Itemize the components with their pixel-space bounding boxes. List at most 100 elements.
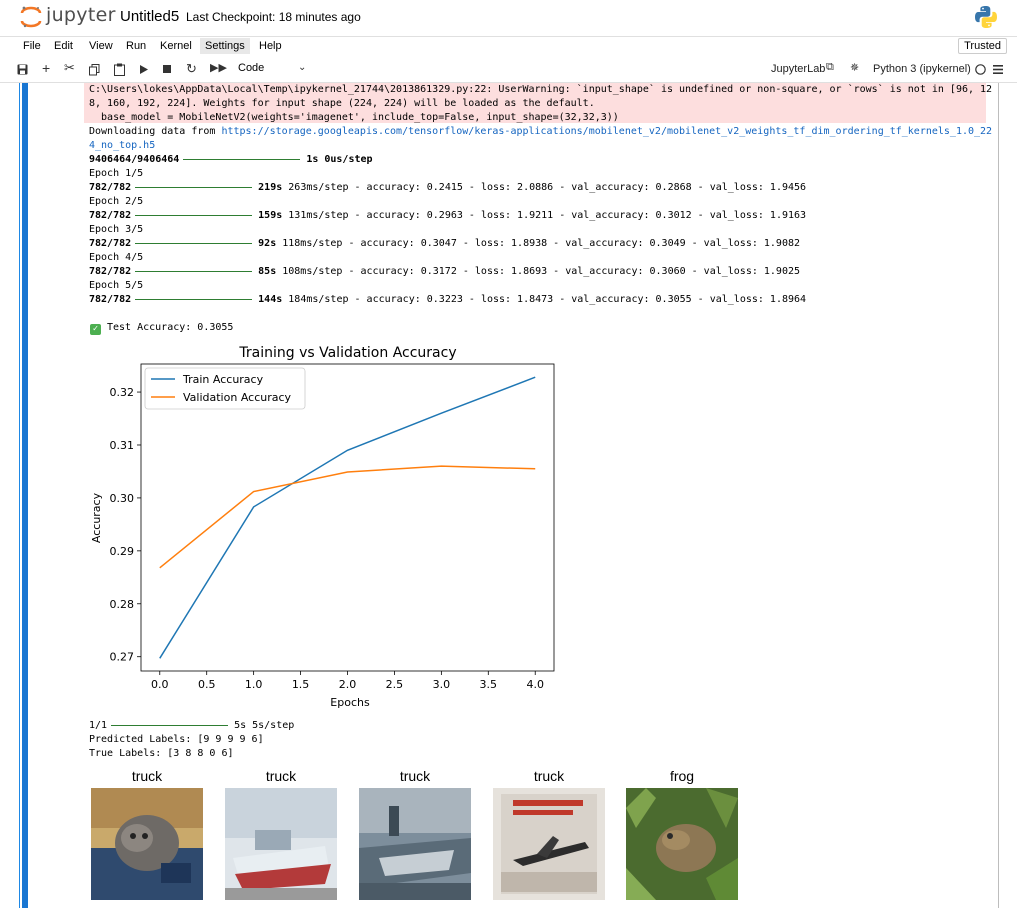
- true-labels: True Labels: [3 8 8 0 6]: [89, 748, 234, 759]
- legend-box: [144, 367, 306, 410]
- epoch-metrics: 263ms/step - accuracy: 0.2415 - loss: 2.…: [288, 182, 807, 193]
- epoch-progress-line: 782/782 219s 263ms/step - accuracy: 0.241…: [89, 181, 806, 195]
- sample-image-cat: [91, 788, 203, 900]
- predict-progress-line: 1/1 5s 5s/step: [89, 719, 294, 733]
- chevron-down-icon[interactable]: ⌄: [298, 62, 307, 73]
- chart-title: Training vs Validation Accuracy: [238, 345, 456, 361]
- sample-image-frog: [626, 788, 738, 900]
- jupyter-logo-icon[interactable]: [20, 5, 42, 29]
- download-progress: 9406464/9406464: [89, 154, 180, 165]
- menu-bar: File Edit View Run Kernel Settings Help …: [0, 36, 1017, 59]
- image-title-5: frog: [669, 768, 695, 784]
- x-tick-label: 2.5: [386, 678, 404, 691]
- warning-line-3: base_model = MobileNetV2(weights='imagen…: [89, 112, 619, 123]
- epoch-time: 92s: [258, 238, 277, 249]
- image-title-4: truck: [533, 768, 565, 784]
- image-title-1: truck: [131, 768, 163, 784]
- epoch-progress-bar: [135, 186, 253, 188]
- y-tick-label: 0.31: [110, 439, 135, 452]
- trusted-badge[interactable]: Trusted: [958, 38, 1007, 54]
- epoch-progress-bar: [135, 214, 253, 216]
- run-icon[interactable]: [140, 65, 148, 74]
- download-link[interactable]: https://storage.googleapis.com/tensorflo…: [221, 126, 993, 137]
- epoch-progress-line: 782/782 144s 184ms/step - accuracy: 0.322…: [89, 293, 806, 307]
- epoch-steps: 782/782: [89, 238, 132, 249]
- y-tick-label: 0.28: [110, 598, 135, 611]
- kernel-status-icon: [975, 64, 986, 75]
- cell-selection-bar[interactable]: [22, 83, 28, 908]
- accuracy-chart: Training vs Validation Accuracy 0.27 0.28…: [90, 345, 555, 709]
- epoch-progress-bar: [135, 298, 253, 300]
- x-tick-label: 1.5: [292, 678, 310, 691]
- epoch-time: 159s: [258, 210, 283, 221]
- predict-progress-bar: [111, 724, 229, 726]
- menu-file[interactable]: File: [23, 40, 41, 52]
- fast-forward-icon[interactable]: ▶▶: [210, 62, 227, 74]
- kernel-name[interactable]: Python 3 (ipykernel): [873, 63, 971, 75]
- epoch-progress-bar: [135, 242, 253, 244]
- restart-icon[interactable]: ↻: [186, 61, 197, 76]
- legend: Train Accuracy Validation Accuracy: [144, 367, 306, 410]
- epoch-progress-line: 782/782 159s 131ms/step - accuracy: 0.296…: [89, 209, 806, 223]
- top-bar: jupyter Untitled5 Last Checkpoint: 18 mi…: [0, 0, 1017, 36]
- external-link-icon[interactable]: ⧉: [826, 61, 834, 73]
- menu-run[interactable]: Run: [126, 40, 147, 52]
- y-tick-label: 0.29: [110, 545, 135, 558]
- download-time: 1s 0us/step: [306, 154, 373, 165]
- cell-type-select[interactable]: Code: [238, 62, 265, 74]
- code-cell[interactable]: [19, 83, 999, 908]
- sample-image-ship-1: [225, 788, 337, 900]
- epoch-progress-line: 782/782 92s 118ms/step - accuracy: 0.3047…: [89, 237, 800, 251]
- train-accuracy-line: [159, 376, 536, 659]
- save-icon[interactable]: [17, 64, 28, 75]
- warning-line-2: 8, 160, 192, 224]. Weights for input sha…: [89, 98, 595, 109]
- menu-edit[interactable]: Edit: [54, 40, 73, 52]
- test-accuracy-row: ✓ Test Accuracy: 0.3055: [90, 322, 233, 335]
- stop-icon[interactable]: [163, 65, 171, 73]
- add-cell-icon[interactable]: +: [42, 60, 51, 76]
- epoch-metrics: 184ms/step - accuracy: 0.3223 - loss: 1.…: [288, 294, 807, 305]
- epoch-metrics: 108ms/step - accuracy: 0.3172 - loss: 1.…: [282, 266, 801, 277]
- y-axis-label: Accuracy: [90, 492, 103, 543]
- python-logo-icon: [975, 6, 997, 28]
- y-axis: 0.27 0.28 0.29 0.30 0.31 0.32: [110, 386, 141, 664]
- jupyterlab-link[interactable]: JupyterLab: [771, 63, 826, 75]
- test-accuracy: Test Accuracy: 0.3055: [107, 322, 234, 333]
- notebook-title[interactable]: Untitled5: [120, 8, 180, 25]
- download-progress-bar: [183, 158, 301, 160]
- jupyter-logo-text[interactable]: jupyter: [46, 4, 116, 26]
- check-icon: ✓: [90, 324, 101, 335]
- epoch-steps: 782/782: [89, 294, 132, 305]
- epoch-label: Epoch 2/5: [89, 196, 144, 207]
- epoch-progress-line: 782/782 85s 108ms/step - accuracy: 0.3172…: [89, 265, 800, 279]
- plot-area: [140, 363, 555, 672]
- menu-lines-icon[interactable]: [993, 65, 1003, 74]
- epoch-metrics: 131ms/step - accuracy: 0.2963 - loss: 1.…: [288, 210, 807, 221]
- x-tick-label: 4.0: [526, 678, 544, 691]
- epoch-label: Epoch 4/5: [89, 252, 144, 263]
- menu-kernel[interactable]: Kernel: [160, 40, 192, 52]
- copy-icon[interactable]: [89, 64, 100, 76]
- menu-settings[interactable]: Settings: [200, 38, 250, 54]
- legend-label-train: Train Accuracy: [182, 373, 264, 386]
- menu-view[interactable]: View: [89, 40, 113, 52]
- checkpoint-status: Last Checkpoint: 18 minutes ago: [186, 10, 361, 24]
- menu-help[interactable]: Help: [259, 40, 282, 52]
- epoch-steps: 782/782: [89, 182, 132, 193]
- cut-icon[interactable]: ✂: [64, 60, 75, 75]
- sample-image-ship-2: [359, 788, 471, 900]
- x-tick-label: 3.5: [480, 678, 498, 691]
- predict-steps: 1/1: [89, 720, 108, 731]
- legend-label-val: Validation Accuracy: [183, 391, 292, 404]
- epoch-label: Epoch 5/5: [89, 280, 144, 291]
- epoch-label: Epoch 3/5: [89, 224, 144, 235]
- predicted-labels: Predicted Labels: [9 9 9 9 6]: [89, 734, 264, 745]
- download-prefix: Downloading data from: [89, 126, 222, 137]
- kernel-settings-icon[interactable]: ✵: [850, 62, 860, 74]
- download-progress-line: 9406464/9406464 1s 0us/step: [89, 153, 373, 167]
- warning-line-1: C:\Users\lokes\AppData\Local\Temp\ipyker…: [89, 84, 993, 95]
- download-line: Downloading data from https://storage.go…: [89, 125, 992, 139]
- epoch-steps: 782/782: [89, 266, 132, 277]
- paste-icon[interactable]: [114, 63, 125, 76]
- download-link-cont[interactable]: 4_no_top.h5: [89, 140, 156, 151]
